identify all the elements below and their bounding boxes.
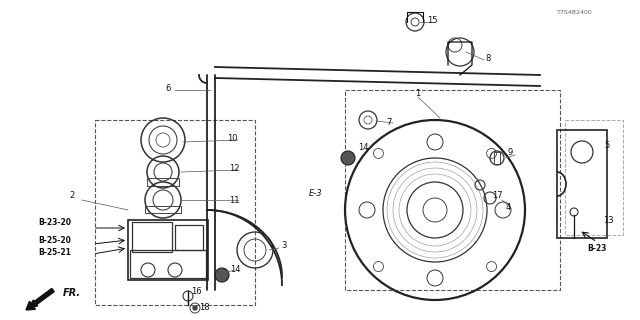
- Text: 5: 5: [604, 140, 610, 149]
- Text: 7: 7: [387, 117, 392, 126]
- Circle shape: [341, 151, 355, 165]
- Text: B-25-20: B-25-20: [38, 236, 71, 244]
- Circle shape: [215, 268, 229, 282]
- Text: 15: 15: [427, 15, 437, 25]
- Bar: [565, 120, 623, 235]
- Text: 8: 8: [485, 53, 491, 62]
- Text: 4: 4: [506, 203, 511, 212]
- Text: 13: 13: [603, 215, 613, 225]
- Text: FR.: FR.: [63, 288, 81, 298]
- Text: 9: 9: [508, 148, 513, 156]
- Circle shape: [193, 306, 197, 310]
- Text: 18: 18: [198, 303, 209, 313]
- Text: 1: 1: [415, 89, 420, 98]
- Text: T7S4B2400: T7S4B2400: [557, 10, 593, 15]
- Bar: [557, 130, 607, 238]
- Text: 10: 10: [227, 133, 237, 142]
- Bar: [145, 206, 181, 213]
- Bar: [132, 222, 172, 252]
- Text: E-3: E-3: [309, 188, 323, 197]
- Text: 6: 6: [165, 84, 171, 92]
- Text: 2: 2: [69, 190, 75, 199]
- Text: B-23: B-23: [588, 244, 607, 252]
- Bar: [345, 90, 560, 290]
- Text: 14: 14: [358, 142, 368, 151]
- Text: 3: 3: [282, 241, 287, 250]
- Text: 12: 12: [228, 164, 239, 172]
- Bar: [128, 220, 208, 280]
- Text: B-23-20: B-23-20: [38, 218, 71, 227]
- Text: 14: 14: [230, 266, 240, 275]
- Text: 17: 17: [492, 190, 502, 199]
- Bar: [95, 120, 255, 305]
- FancyArrow shape: [26, 288, 54, 310]
- Text: 16: 16: [191, 287, 202, 297]
- Text: B-25-21: B-25-21: [38, 247, 71, 257]
- Bar: [147, 178, 179, 186]
- Bar: [494, 152, 500, 164]
- Bar: [130, 250, 206, 278]
- Bar: [175, 225, 203, 250]
- Text: 11: 11: [228, 196, 239, 204]
